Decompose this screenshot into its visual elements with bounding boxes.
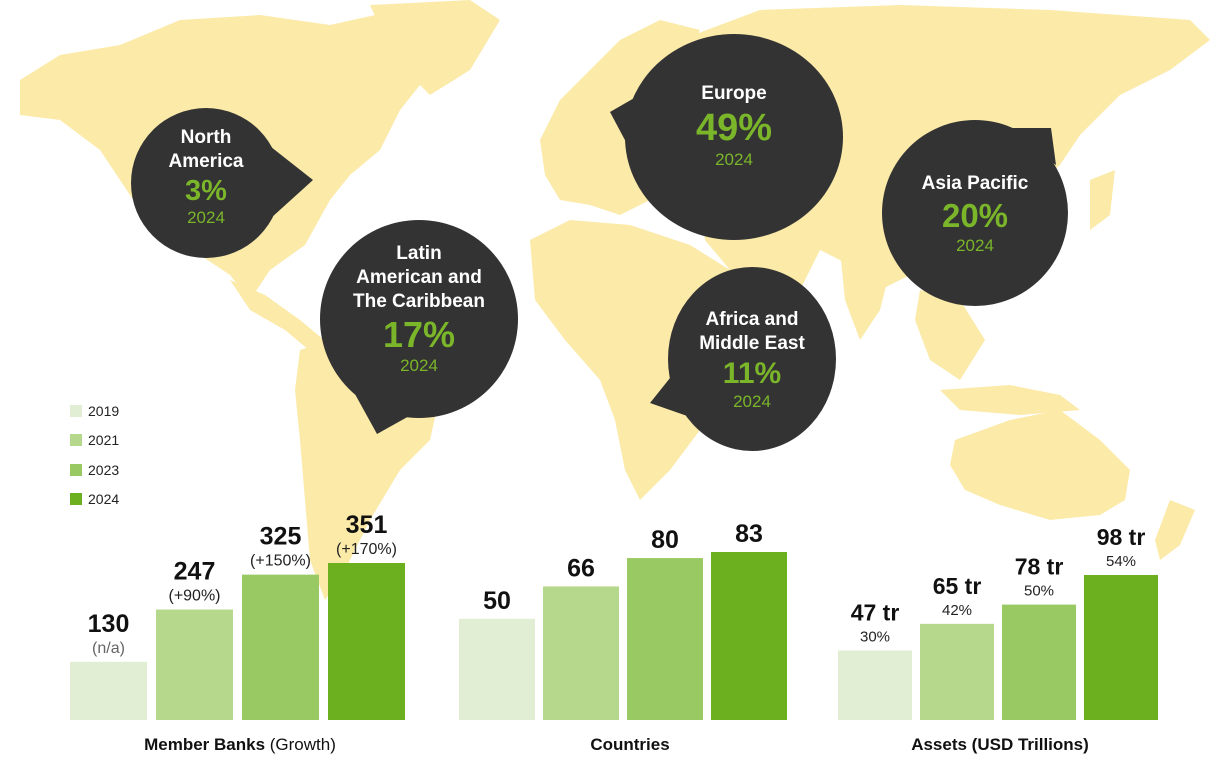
chart-title-text: Countries	[590, 735, 670, 754]
bar-value-label: 83	[735, 520, 763, 548]
bar-value-label: 325	[260, 523, 302, 551]
region-name: Latin American and The Caribbean	[353, 243, 485, 312]
assets-chart: 47 tr 30% 65 tr 42% 78 tr 50% 98 tr 54% Assets …	[830, 495, 1170, 765]
region-bubble-north-america: North America 3% 2024	[131, 108, 313, 258]
region-percent: 11%	[722, 357, 782, 390]
legend-label: 2019	[88, 402, 120, 419]
bar-value-label: 130	[88, 610, 130, 638]
new-zealand-shape	[1155, 500, 1195, 560]
bubble-shape	[882, 120, 1068, 306]
australia-shape	[950, 410, 1130, 520]
legend-item-2021: 2021	[70, 426, 119, 456]
bar-growth-label: (+150%)	[250, 553, 311, 570]
indonesia-shape	[940, 385, 1080, 415]
countries-chart: 50 66 80 83 Countries	[450, 495, 810, 765]
bar-2024	[711, 552, 787, 720]
legend-swatch	[70, 493, 82, 506]
region-name: Africa and Middle East	[699, 309, 805, 354]
bubble-shape	[320, 220, 518, 434]
southeast-asia-shape	[915, 290, 985, 380]
region-bubble-asia-pacific: Asia Pacific 20% 2024	[881, 120, 1069, 307]
region-percent: 49%	[695, 107, 773, 149]
bar-value-label: 247	[174, 558, 216, 586]
legend-item-2024: 2024	[70, 485, 119, 515]
bar-2021	[156, 609, 233, 720]
bubble-shape	[610, 34, 843, 240]
region-percent: 17%	[382, 314, 456, 355]
legend-swatch	[70, 463, 82, 476]
bar-2021	[920, 623, 994, 720]
bar-value-label: 78 tr	[1015, 554, 1064, 580]
legend-item-2023: 2023	[70, 455, 119, 485]
bar-growth-label: (+170%)	[336, 541, 397, 558]
legend-swatch	[70, 434, 82, 447]
bar-2019	[838, 650, 912, 720]
bar-2021	[543, 586, 619, 720]
bar-growth-label: 30%	[860, 628, 890, 645]
bar-2019	[459, 618, 535, 720]
legend-label: 2021	[88, 432, 120, 449]
bar-value-label: 65 tr	[933, 573, 982, 599]
bar-value-label: 80	[651, 526, 679, 554]
countries-bars: 50 66 80 83	[459, 520, 787, 720]
region-bubble-latin-america: Latin American and The Caribbean 17% 202…	[320, 220, 518, 434]
bar-2024	[328, 563, 405, 720]
region-year: 2024	[733, 392, 771, 411]
assets-bars: 47 tr 30% 65 tr 42% 78 tr 50% 98 tr 54%	[838, 524, 1158, 720]
region-year: 2024	[715, 150, 753, 169]
bubble-shape	[131, 108, 313, 258]
bar-2023	[627, 558, 703, 720]
bar-growth-label: (n/a)	[92, 640, 125, 657]
bar-value-label: 47 tr	[851, 599, 900, 625]
region-year: 2024	[956, 236, 994, 255]
member-banks-bars: 130 (n/a) 247 (+90%) 325 (+150%) 351 (+170%)	[70, 511, 405, 720]
greenland-shape	[370, 0, 500, 95]
bar-2019	[70, 661, 147, 720]
legend-swatch	[70, 404, 82, 417]
bar-growth-label: 54%	[1106, 553, 1136, 570]
region-year: 2024	[400, 356, 438, 375]
legend-item-2019: 2019	[70, 396, 119, 426]
region-name: North America	[168, 127, 244, 172]
region-percent: 20%	[941, 197, 1009, 234]
bar-growth-label: 42%	[942, 602, 972, 619]
chart-title-text: Member Banks	[144, 735, 266, 754]
bar-value-label: 98 tr	[1097, 524, 1146, 550]
bar-growth-label: (+90%)	[168, 588, 220, 605]
region-percent: 3%	[185, 175, 227, 207]
bar-value-label: 66	[567, 554, 595, 582]
member-banks-chart: 130 (n/a) 247 (+90%) 325 (+150%) 351 (+170%) Me…	[60, 495, 420, 765]
chart-title-text: Assets (USD Trillions)	[911, 735, 1089, 754]
bar-value-label: 50	[483, 587, 511, 615]
region-bubble-europe: Europe 49% 2024	[610, 34, 843, 240]
bar-2023	[242, 574, 319, 720]
legend-label: 2023	[88, 461, 120, 478]
bar-2023	[1002, 604, 1076, 720]
region-name: Europe	[701, 83, 767, 104]
region-bubble-africa-middle-east: Africa and Middle East 11% 2024	[650, 267, 836, 451]
bar-2024	[1084, 575, 1158, 720]
chart-title: Member Banks (Growth)	[60, 735, 420, 755]
legend: 2019 2021 2023 2024	[70, 396, 119, 514]
region-name: Asia Pacific	[921, 173, 1029, 194]
region-year: 2024	[187, 208, 225, 227]
bubble-shape	[650, 267, 836, 451]
bar-value-label: 351	[346, 511, 388, 539]
india-shape	[840, 250, 890, 340]
legend-label: 2024	[88, 491, 120, 508]
japan-shape	[1090, 170, 1115, 230]
chart-subtitle: (Growth)	[269, 735, 336, 754]
central-america-shape	[230, 280, 330, 355]
chart-title: Countries	[450, 735, 810, 755]
bar-growth-label: 50%	[1024, 583, 1054, 600]
chart-title: Assets (USD Trillions)	[830, 735, 1170, 755]
